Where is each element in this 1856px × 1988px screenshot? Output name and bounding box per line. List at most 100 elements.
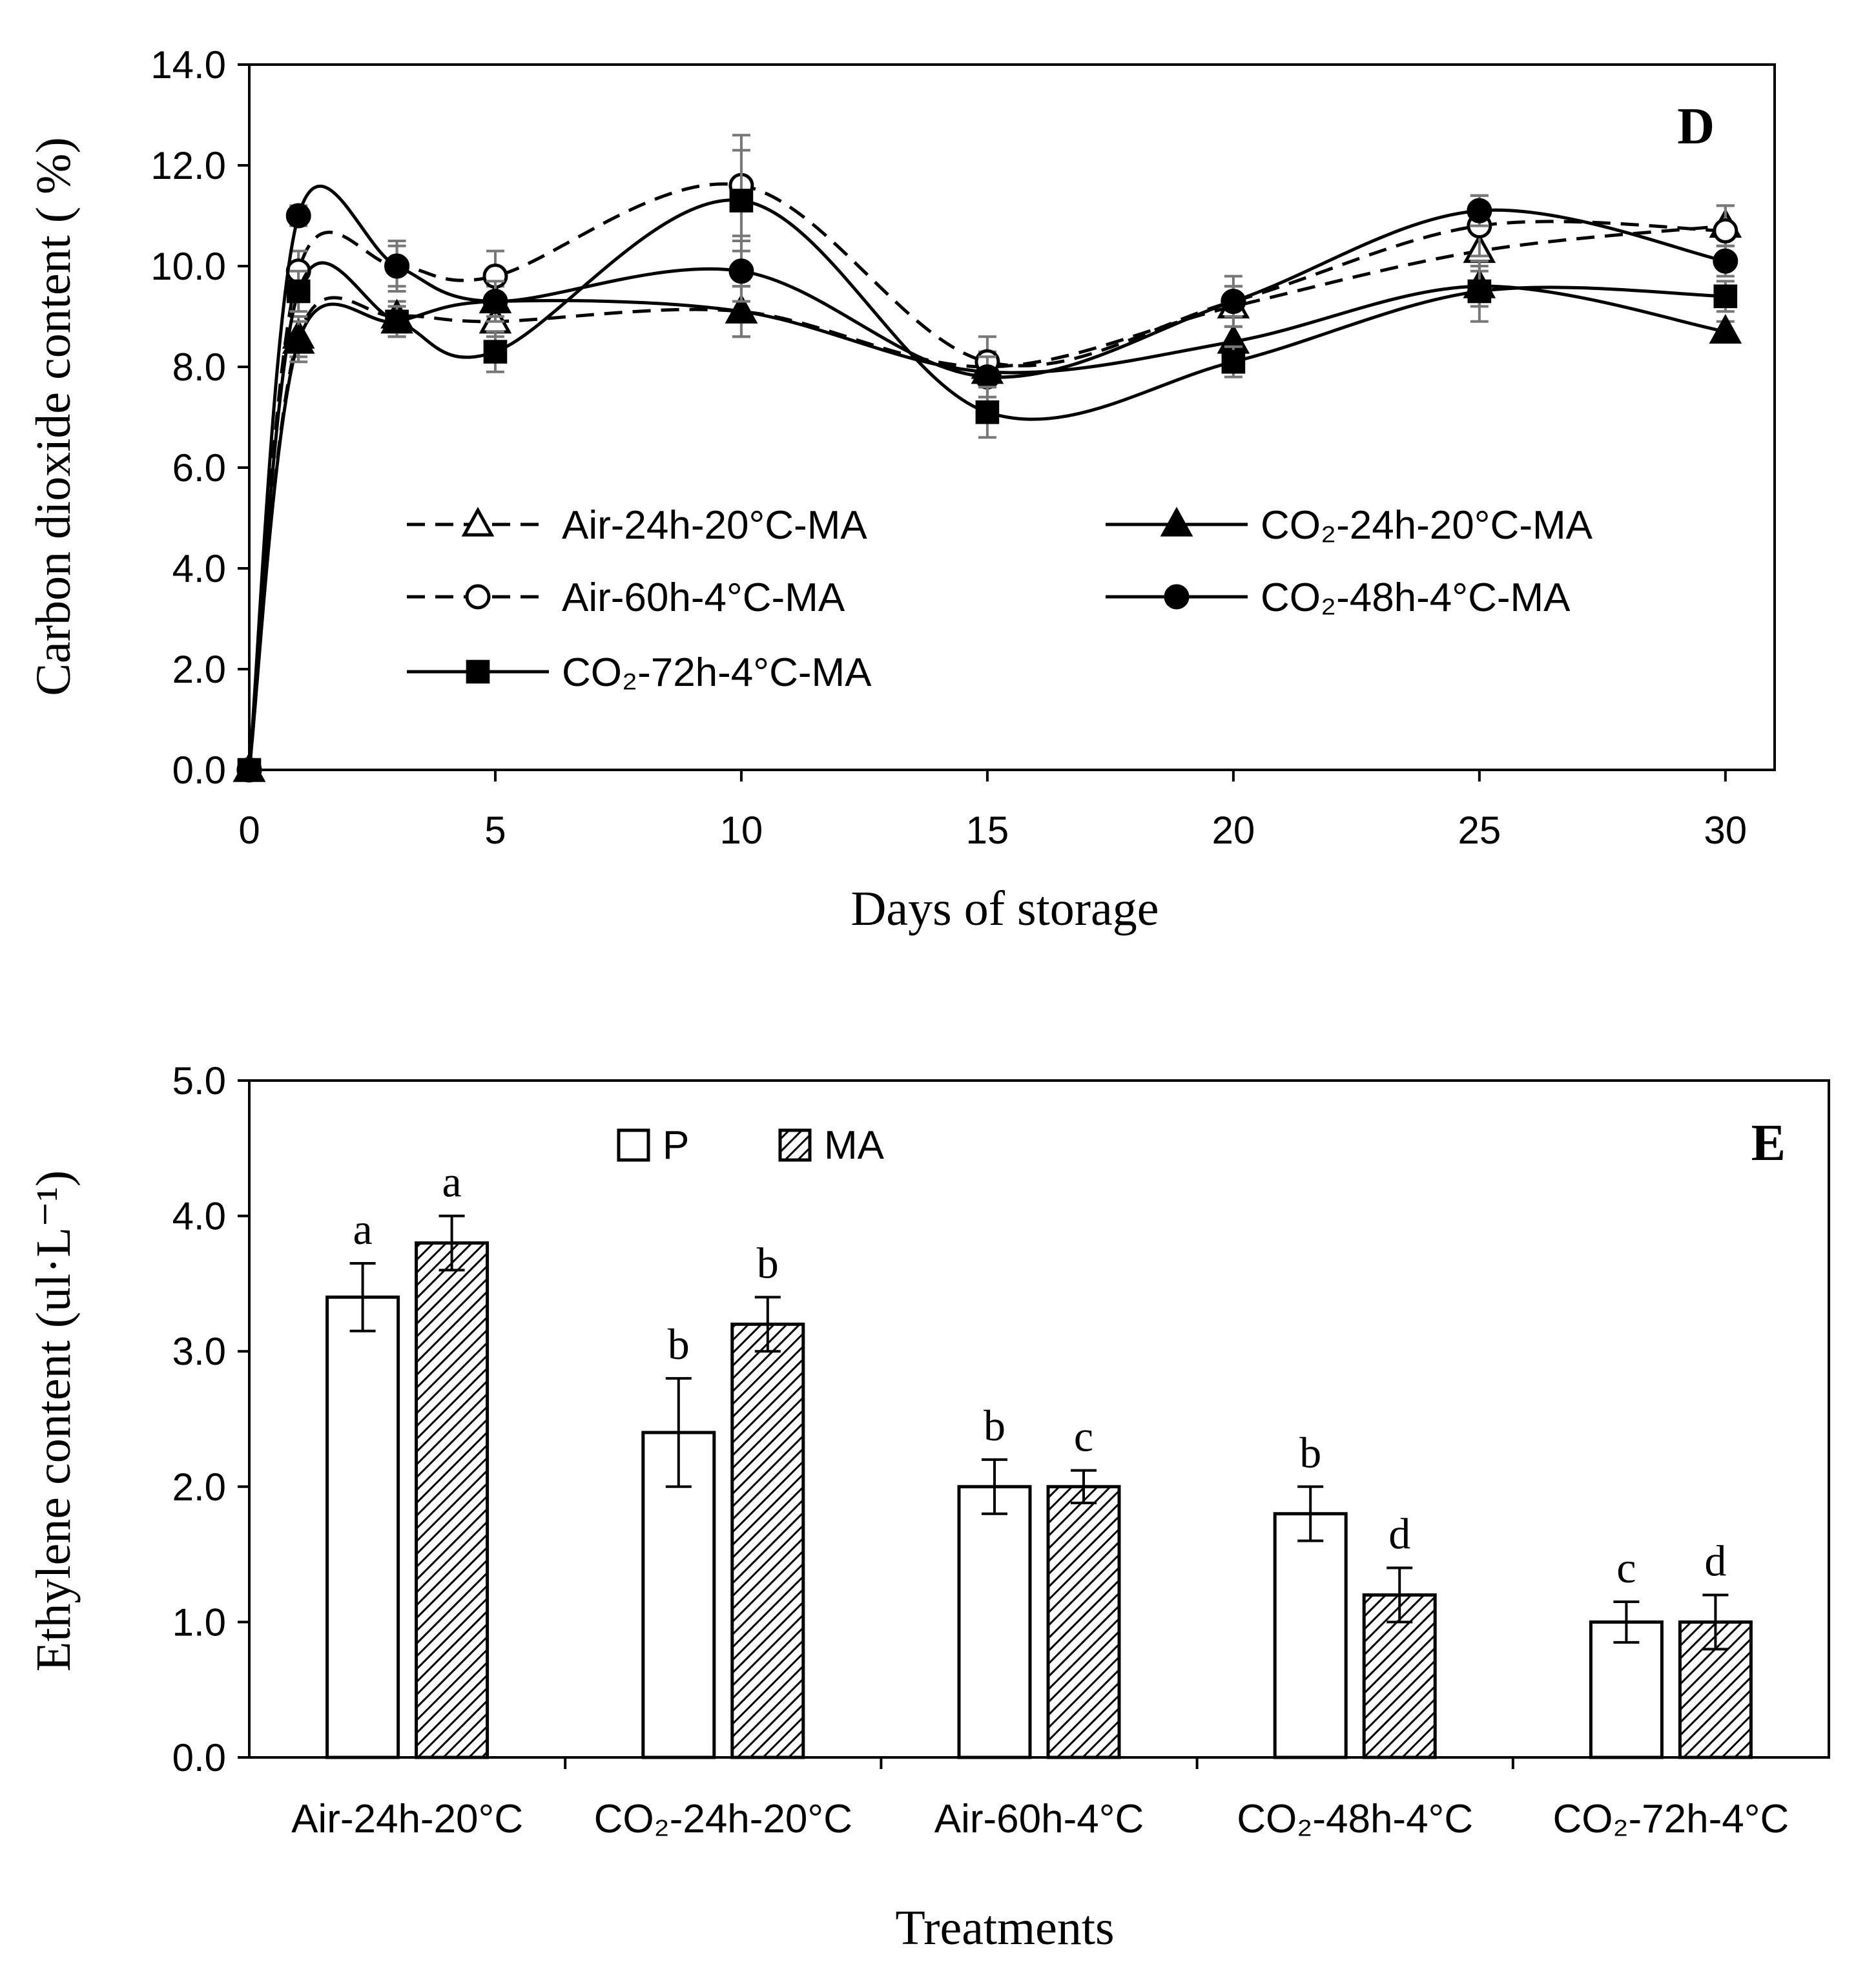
d-y-tick-labels: 0.0 2.0 4.0 6.0 8.0 10.0 12.0 14.0 xyxy=(150,43,226,792)
d-x-tick-label: 30 xyxy=(1704,809,1747,852)
d-x-axis-title: Days of storage xyxy=(851,882,1159,936)
e-y-tick-labels: 0.0 1.0 2.0 3.0 4.0 5.0 xyxy=(172,1059,226,1779)
d-legend-marker xyxy=(1160,506,1193,537)
e-y-tick-label: 1.0 xyxy=(172,1600,226,1644)
d-legend-marker xyxy=(1164,584,1190,610)
e-significance-letter: a xyxy=(442,1157,462,1206)
e-y-tick-label: 0.0 xyxy=(172,1736,226,1779)
d-x-tick-label: 5 xyxy=(484,809,506,852)
d-data-point xyxy=(385,309,409,334)
d-legend-label: CO₂-48h-4°C-MA xyxy=(1261,575,1571,620)
d-x-tick-labels: 0 5 10 15 20 25 30 xyxy=(238,809,1747,852)
d-data-point xyxy=(237,758,262,782)
d-legend-entry: Air-24h-20°C-MA xyxy=(407,503,867,548)
e-y-tick-label: 5.0 xyxy=(172,1059,226,1103)
d-y-tick-label: 10.0 xyxy=(150,245,226,288)
d-y-tick-label: 0.0 xyxy=(172,749,226,792)
e-bar-ma xyxy=(415,1241,490,1759)
e-significance-letter: d xyxy=(1704,1536,1726,1585)
d-y-tick-label: 8.0 xyxy=(172,346,226,389)
d-data-point xyxy=(1713,248,1738,274)
d-legend: Air-24h-20°C-MA CO₂-24h-20°C-MA Air-60h-4°… xyxy=(407,503,1593,695)
d-data-point xyxy=(1221,349,1246,374)
e-legend-swatch xyxy=(617,1128,650,1162)
d-legend-entry: CO₂-72h-4°C-MA xyxy=(407,650,872,695)
d-data-point xyxy=(1467,279,1492,304)
d-axes xyxy=(238,63,1776,782)
panel-d-line-chart: 0.0 2.0 4.0 6.0 8.0 10.0 12.0 14.0 0 5 10 15 20 25 30… xyxy=(26,43,1776,936)
d-legend-marker xyxy=(461,506,495,537)
d-legend-label: Air-60h-4°C-MA xyxy=(562,575,845,620)
d-data-point xyxy=(725,293,758,324)
e-significance-letter: a xyxy=(353,1205,373,1254)
d-data-point xyxy=(975,400,1000,424)
e-significance-letter: b xyxy=(757,1238,779,1287)
d-legend-label: Air-24h-20°C-MA xyxy=(562,503,867,548)
d-y-axis-title: Carbon dioxide content ( %) xyxy=(26,137,81,696)
e-legend-swatch xyxy=(778,1128,812,1162)
d-legend-entry: CO₂-48h-4°C-MA xyxy=(1106,575,1571,620)
d-x-tick-label: 25 xyxy=(1458,809,1501,852)
panel-e-bar-chart: 0.0 1.0 2.0 3.0 4.0 5.0 a a b b b c b d c d Air-24h-20… xyxy=(26,1059,1830,1955)
d-series-line xyxy=(247,224,1726,771)
e-x-axis-title: Treatments xyxy=(895,1901,1114,1955)
e-significance-letter: b xyxy=(984,1401,1005,1450)
e-legend-label: MA xyxy=(824,1123,885,1168)
e-bar-p xyxy=(957,1485,1032,1759)
e-y-tick-label: 4.0 xyxy=(172,1195,226,1238)
e-category-labels: Air-24h-20°C CO₂-24h-20°C Air-60h-4°C CO₂-4… xyxy=(291,1797,1789,1841)
e-axes xyxy=(238,1079,1830,1769)
e-legend-label: P xyxy=(663,1123,689,1168)
e-bar-ma xyxy=(730,1322,805,1759)
d-legend-label: CO₂-72h-4°C-MA xyxy=(562,650,872,695)
d-data-point xyxy=(384,253,410,279)
d-data-point xyxy=(1221,289,1246,315)
e-category-label: CO₂-24h-20°C xyxy=(594,1797,852,1841)
e-bar-ma xyxy=(1046,1485,1121,1759)
d-data-point xyxy=(286,279,311,304)
e-significance-letter: b xyxy=(1299,1428,1321,1477)
e-bar-p xyxy=(1589,1620,1664,1759)
d-legend-entry: CO₂-24h-20°C-MA xyxy=(1106,503,1593,548)
d-data-point xyxy=(1713,218,1738,243)
e-legend-entry: P xyxy=(617,1123,689,1168)
e-legend-entry: MA xyxy=(778,1123,885,1168)
d-data-point xyxy=(728,258,754,284)
e-bars-group: a a b b b c b d c d xyxy=(325,1157,1753,1759)
e-bar-p xyxy=(641,1431,716,1759)
e-legend: P MA xyxy=(617,1123,885,1168)
d-series-1 xyxy=(232,204,1742,782)
e-significance-letter: c xyxy=(1074,1412,1093,1461)
d-x-tick-label: 20 xyxy=(1212,809,1255,852)
e-significance-letter: b xyxy=(668,1320,690,1369)
e-plot-frame xyxy=(248,1079,1830,1759)
d-series-3 xyxy=(236,134,1738,783)
d-legend-entry: Air-60h-4°C-MA xyxy=(407,575,845,620)
e-category-label: Air-60h-4°C xyxy=(934,1797,1144,1841)
e-y-tick-label: 3.0 xyxy=(172,1330,226,1373)
d-y-tick-label: 2.0 xyxy=(172,648,226,691)
e-significance-letter: c xyxy=(1616,1543,1636,1592)
d-data-point xyxy=(285,203,311,229)
d-x-tick-label: 10 xyxy=(720,809,763,852)
d-data-point xyxy=(482,289,508,315)
d-data-point xyxy=(483,340,508,364)
d-legend-marker xyxy=(465,584,491,610)
d-panel-label: D xyxy=(1677,98,1715,155)
e-y-tick-label: 2.0 xyxy=(172,1465,226,1509)
d-series-group xyxy=(232,134,1742,783)
d-legend-label: CO₂-24h-20°C-MA xyxy=(1261,503,1593,548)
e-bar-p xyxy=(325,1295,400,1759)
d-plot-frame xyxy=(248,63,1776,771)
d-y-tick-label: 12.0 xyxy=(150,144,226,187)
d-data-point xyxy=(282,324,315,354)
d-data-point xyxy=(1709,314,1742,344)
d-data-point xyxy=(729,189,754,212)
e-category-label: CO₂-72h-4°C xyxy=(1552,1797,1789,1841)
d-data-point xyxy=(1713,284,1738,309)
e-category-label: CO₂-48h-4°C xyxy=(1237,1797,1473,1841)
d-data-point xyxy=(974,364,1000,390)
d-y-tick-label: 4.0 xyxy=(172,547,226,590)
d-legend-marker xyxy=(466,659,490,684)
d-x-tick-label: 0 xyxy=(238,809,260,852)
